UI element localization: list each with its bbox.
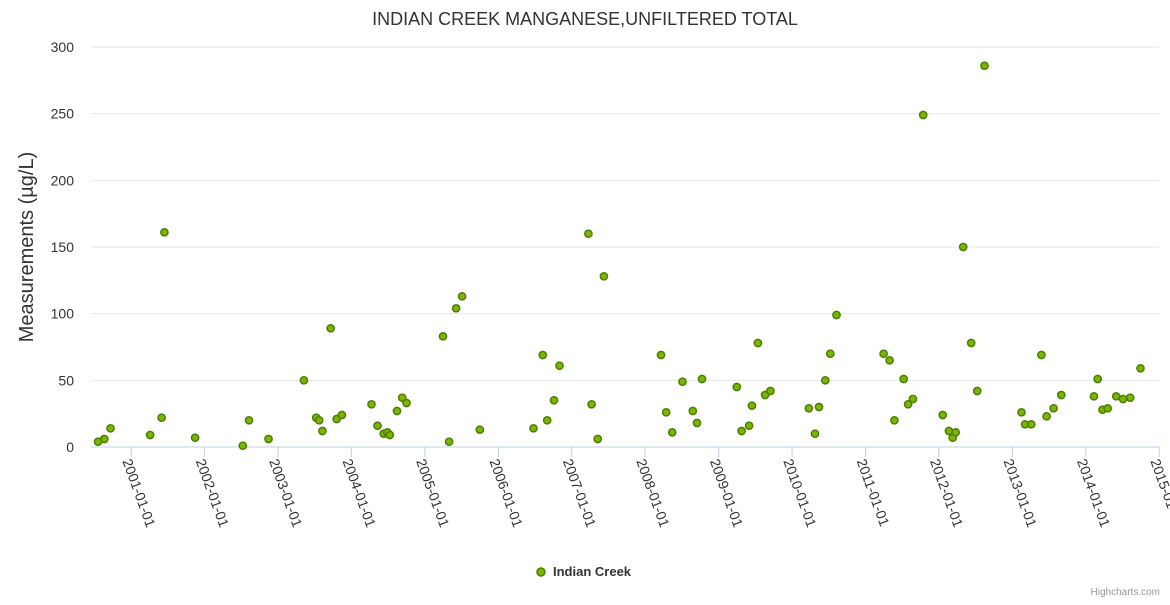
- data-point-76[interactable]: [1026, 419, 1036, 429]
- data-point-12[interactable]: [314, 415, 324, 425]
- data-point-5[interactable]: [160, 227, 169, 237]
- data-point-6[interactable]: [190, 433, 200, 443]
- y-tick-label-100: 100: [51, 306, 75, 322]
- data-point-46[interactable]: [732, 382, 742, 392]
- data-point-72[interactable]: [972, 386, 982, 396]
- data-point-37[interactable]: [593, 434, 603, 444]
- data-point-65[interactable]: [918, 110, 928, 120]
- data-point-74[interactable]: [1017, 407, 1026, 417]
- data-point-17[interactable]: [367, 399, 376, 409]
- data-point-53[interactable]: [804, 403, 814, 413]
- data-point-82[interactable]: [1093, 374, 1103, 384]
- y-tick-label-250: 250: [51, 106, 75, 122]
- data-point-66[interactable]: [938, 410, 948, 420]
- data-point-80[interactable]: [1056, 390, 1066, 400]
- grid-lines: [91, 46, 1159, 448]
- data-point-39[interactable]: [656, 350, 666, 360]
- data-point-60[interactable]: [885, 355, 894, 365]
- data-point-79[interactable]: [1049, 403, 1058, 413]
- data-point-58[interactable]: [832, 310, 841, 320]
- data-point-1[interactable]: [99, 434, 109, 444]
- data-point-8[interactable]: [244, 415, 254, 425]
- legend[interactable]: Indian Creek: [536, 564, 632, 579]
- data-point-42[interactable]: [678, 377, 687, 387]
- data-point-29[interactable]: [475, 425, 485, 435]
- data-point-70[interactable]: [958, 242, 968, 252]
- data-point-81[interactable]: [1089, 391, 1099, 401]
- data-point-56[interactable]: [820, 375, 830, 385]
- y-axis-ticks: 0 50 100 150 200 250 300: [51, 39, 75, 455]
- data-point-38[interactable]: [599, 271, 609, 281]
- y-tick-label-50: 50: [58, 372, 74, 388]
- legend-marker[interactable]: [536, 567, 546, 577]
- data-point-44[interactable]: [692, 418, 702, 428]
- data-point-24[interactable]: [402, 398, 411, 408]
- data-point-50[interactable]: [753, 338, 763, 348]
- data-point-61[interactable]: [890, 415, 899, 425]
- data-point-67[interactable]: [944, 426, 954, 436]
- data-point-71[interactable]: [966, 338, 976, 348]
- data-point-27[interactable]: [451, 303, 461, 313]
- data-point-22[interactable]: [392, 406, 402, 416]
- data-point-30[interactable]: [529, 423, 538, 433]
- chart-title: INDIAN CREEK MANGANESE,UNFILTERED TOTAL: [372, 9, 798, 29]
- data-point-86[interactable]: [1118, 394, 1128, 404]
- data-point-43[interactable]: [688, 406, 698, 416]
- data-point-35[interactable]: [584, 229, 593, 239]
- data-point-3[interactable]: [145, 430, 155, 440]
- series-indian-creek[interactable]: [93, 61, 1145, 451]
- data-point-33[interactable]: [549, 395, 559, 405]
- data-point-73[interactable]: [980, 61, 989, 71]
- data-point-45[interactable]: [697, 374, 707, 384]
- y-tick-label-200: 200: [51, 172, 75, 188]
- data-point-32[interactable]: [542, 415, 552, 425]
- legend-item-indian-creek[interactable]: Indian Creek: [553, 564, 632, 579]
- data-point-59[interactable]: [879, 349, 888, 359]
- data-point-9[interactable]: [264, 434, 273, 444]
- data-point-49[interactable]: [747, 401, 757, 411]
- data-point-64[interactable]: [908, 394, 918, 404]
- data-point-26[interactable]: [444, 437, 454, 447]
- data-point-84[interactable]: [1103, 403, 1113, 413]
- data-point-87[interactable]: [1125, 393, 1135, 403]
- data-point-14[interactable]: [326, 323, 336, 333]
- y-tick-label-0: 0: [66, 439, 74, 455]
- data-point-54[interactable]: [810, 429, 820, 439]
- y-axis-label: Measurements (µg/L): [16, 152, 38, 342]
- data-point-57[interactable]: [825, 349, 835, 359]
- data-point-4[interactable]: [157, 413, 166, 423]
- data-point-13[interactable]: [318, 426, 327, 436]
- data-point-69[interactable]: [951, 427, 961, 437]
- data-point-34[interactable]: [555, 361, 564, 371]
- data-point-78[interactable]: [1042, 411, 1051, 421]
- y-tick-label-150: 150: [51, 239, 75, 255]
- data-point-25[interactable]: [438, 331, 448, 341]
- data-point-18[interactable]: [373, 421, 382, 431]
- data-point-40[interactable]: [661, 407, 671, 417]
- credits-link[interactable]: Highcharts.com: [1091, 587, 1160, 598]
- data-point-77[interactable]: [1037, 350, 1046, 360]
- data-point-36[interactable]: [587, 399, 596, 409]
- data-point-16[interactable]: [337, 410, 347, 420]
- data-point-28[interactable]: [457, 291, 467, 301]
- data-point-63[interactable]: [903, 399, 913, 409]
- data-point-31[interactable]: [538, 350, 548, 360]
- data-point-55[interactable]: [814, 402, 824, 412]
- data-point-21[interactable]: [385, 430, 395, 440]
- data-point-52[interactable]: [766, 386, 775, 396]
- data-point-47[interactable]: [737, 426, 746, 436]
- y-tick-label-300: 300: [51, 39, 75, 55]
- data-point-2[interactable]: [106, 423, 115, 433]
- data-point-88[interactable]: [1136, 363, 1145, 373]
- data-point-7[interactable]: [238, 441, 248, 451]
- data-point-62[interactable]: [899, 374, 909, 384]
- data-point-48[interactable]: [744, 421, 754, 431]
- data-point-10[interactable]: [299, 375, 309, 385]
- data-point-41[interactable]: [667, 427, 677, 437]
